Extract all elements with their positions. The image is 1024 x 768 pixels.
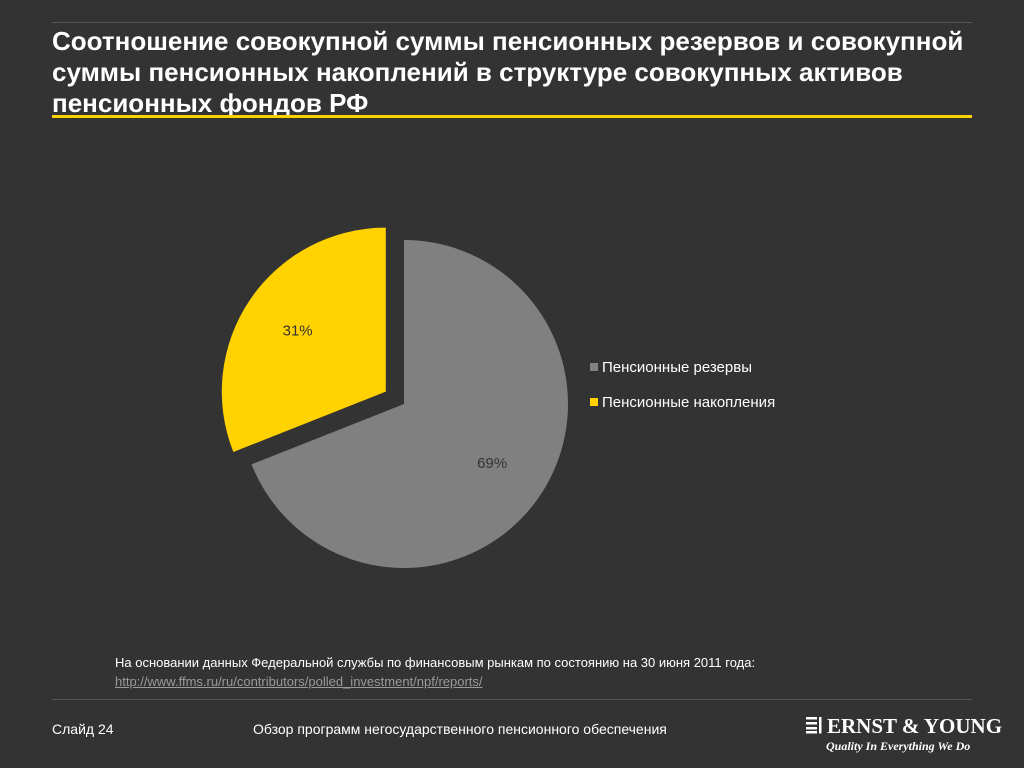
pie-slice-reserves — [251, 240, 569, 568]
footer-caption: Обзор программ негосударственного пенсио… — [253, 721, 667, 737]
source-text: На основании данных Федеральной службы п… — [115, 655, 756, 670]
legend-swatch-savings — [590, 398, 598, 406]
legend-label-savings: Пенсионные накопления — [602, 393, 776, 411]
slide-number: Слайд 24 — [52, 721, 114, 737]
chart-legend: Пенсионные резервы Пенсионные накопления — [590, 357, 775, 427]
data-label-savings: 31% — [283, 323, 313, 340]
source-note: На основании данных Федеральной службы п… — [115, 653, 975, 691]
pie-slice-savings — [221, 227, 386, 453]
legend-item-savings: Пенсионные накопления — [590, 392, 775, 412]
legend-swatch-reserves — [590, 363, 598, 371]
pie-chart: 69% 31% — [221, 227, 569, 568]
source-link[interactable]: http://www.ffms.ru/ru/contributors/polle… — [115, 674, 483, 689]
top-divider — [52, 22, 972, 23]
title-underline — [52, 115, 972, 118]
data-label-reserves: 69% — [477, 455, 507, 472]
logo-mark-icon — [806, 717, 822, 734]
legend-label-reserves: Пенсионные резервы — [602, 358, 752, 376]
logo-name: ERNST & YOUNG — [827, 714, 1003, 738]
ernst-young-logo: ERNST & YOUNG Quality In Everything We D… — [806, 712, 1002, 758]
slide-title: Соотношение совокупной суммы пенсионных … — [52, 26, 964, 118]
legend-item-reserves: Пенсионные резервы — [590, 357, 775, 377]
footer-divider — [52, 699, 972, 700]
logo-tagline: Quality In Everything We Do — [826, 739, 971, 753]
